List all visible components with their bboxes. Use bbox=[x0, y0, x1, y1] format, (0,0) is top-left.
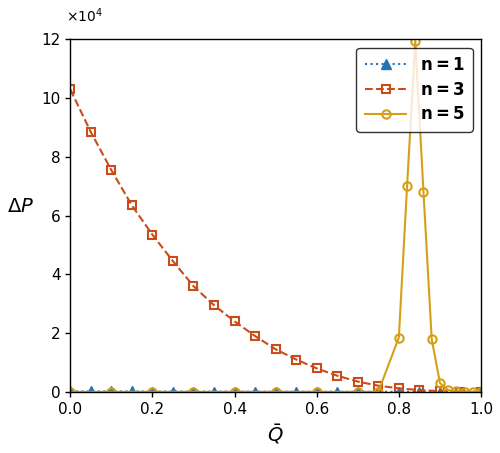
$\mathbf{n = 3}$ bbox=[272, 347, 278, 352]
$\mathbf{n = 3}$ bbox=[376, 383, 382, 388]
X-axis label: $\bar{Q}$: $\bar{Q}$ bbox=[268, 422, 284, 446]
$\mathbf{n = 5}$ bbox=[478, 389, 484, 395]
$\mathbf{n = 3}$ bbox=[108, 168, 114, 173]
$\mathbf{n = 1}$ bbox=[376, 389, 382, 395]
$\mathbf{n = 3}$ bbox=[252, 333, 258, 339]
$\mathbf{n = 5}$ bbox=[355, 389, 361, 395]
$\mathbf{n = 3}$ bbox=[314, 366, 320, 371]
$\mathbf{n = 5}$ bbox=[396, 335, 402, 340]
$\mathbf{n = 1}$ bbox=[170, 389, 176, 394]
$\mathbf{n = 5}$ bbox=[190, 389, 196, 395]
$\mathbf{n = 3}$ bbox=[355, 379, 361, 384]
$\mathbf{n = 3}$ bbox=[150, 232, 156, 237]
$\mathbf{n = 1}$ bbox=[314, 389, 320, 395]
$\mathbf{n = 1}$ bbox=[150, 389, 156, 394]
$\mathbf{n = 3}$ bbox=[478, 389, 484, 395]
$\mathbf{n = 5}$ bbox=[108, 389, 114, 395]
$\mathbf{n = 3}$ bbox=[190, 284, 196, 289]
$\mathbf{n = 1}$ bbox=[416, 389, 422, 395]
$\mathbf{n = 1}$ bbox=[458, 389, 464, 395]
$\mathbf{n = 3}$ bbox=[458, 389, 464, 394]
$\mathbf{n = 3}$ bbox=[334, 373, 340, 378]
Text: $\times 10^4$: $\times 10^4$ bbox=[66, 7, 103, 25]
$\mathbf{n = 1}$ bbox=[211, 389, 217, 394]
$\mathbf{n = 5}$ bbox=[404, 183, 410, 189]
$\mathbf{n = 5}$ bbox=[68, 389, 73, 395]
$\mathbf{n = 5}$ bbox=[150, 389, 156, 395]
Line: $\mathbf{n = 3}$: $\mathbf{n = 3}$ bbox=[66, 85, 485, 396]
$\mathbf{n = 5}$ bbox=[437, 381, 443, 386]
$\mathbf{n = 1}$ bbox=[355, 389, 361, 395]
$\mathbf{n = 3}$ bbox=[293, 357, 299, 362]
$\mathbf{n = 3}$ bbox=[396, 386, 402, 391]
Line: $\mathbf{n = 1}$: $\mathbf{n = 1}$ bbox=[66, 386, 486, 397]
$\mathbf{n = 1}$ bbox=[334, 389, 340, 395]
$\mathbf{n = 5}$ bbox=[428, 336, 434, 342]
$\mathbf{n = 1}$ bbox=[272, 389, 278, 395]
Legend: $\mathbf{n = 1}$, $\mathbf{n = 3}$, $\mathbf{n = 5}$: $\mathbf{n = 1}$, $\mathbf{n = 3}$, $\ma… bbox=[356, 48, 472, 132]
$\mathbf{n = 5}$ bbox=[412, 38, 418, 43]
$\mathbf{n = 1}$ bbox=[396, 389, 402, 395]
$\mathbf{n = 3}$ bbox=[170, 259, 176, 264]
$\mathbf{n = 3}$ bbox=[211, 303, 217, 308]
$\mathbf{n = 5}$ bbox=[470, 389, 476, 395]
$\mathbf{n = 3}$ bbox=[129, 202, 135, 208]
$\mathbf{n = 1}$ bbox=[437, 389, 443, 395]
$\mathbf{n = 5}$ bbox=[445, 387, 451, 393]
$\mathbf{n = 5}$ bbox=[454, 389, 460, 394]
$\mathbf{n = 5}$ bbox=[462, 389, 468, 395]
$\mathbf{n = 3}$ bbox=[437, 388, 443, 394]
$\mathbf{n = 1}$ bbox=[293, 389, 299, 395]
$\mathbf{n = 1}$ bbox=[68, 389, 73, 394]
$\mathbf{n = 3}$ bbox=[88, 129, 94, 135]
$\mathbf{n = 3}$ bbox=[68, 87, 73, 92]
$\mathbf{n = 3}$ bbox=[232, 318, 237, 324]
$\mathbf{n = 1}$ bbox=[88, 389, 94, 394]
$\mathbf{n = 5}$ bbox=[376, 389, 382, 395]
$\mathbf{n = 5}$ bbox=[272, 389, 278, 395]
$\mathbf{n = 1}$ bbox=[190, 389, 196, 394]
Y-axis label: $\Delta P$: $\Delta P$ bbox=[7, 197, 34, 216]
$\mathbf{n = 1}$ bbox=[478, 389, 484, 395]
$\mathbf{n = 1}$ bbox=[232, 389, 237, 395]
$\mathbf{n = 3}$ bbox=[416, 387, 422, 393]
$\mathbf{n = 1}$ bbox=[129, 389, 135, 394]
$\mathbf{n = 1}$ bbox=[108, 389, 114, 394]
$\mathbf{n = 5}$ bbox=[314, 389, 320, 395]
$\mathbf{n = 5}$ bbox=[420, 189, 426, 195]
$\mathbf{n = 1}$ bbox=[252, 389, 258, 395]
$\mathbf{n = 5}$ bbox=[232, 389, 237, 395]
Line: $\mathbf{n = 5}$: $\mathbf{n = 5}$ bbox=[66, 37, 485, 396]
